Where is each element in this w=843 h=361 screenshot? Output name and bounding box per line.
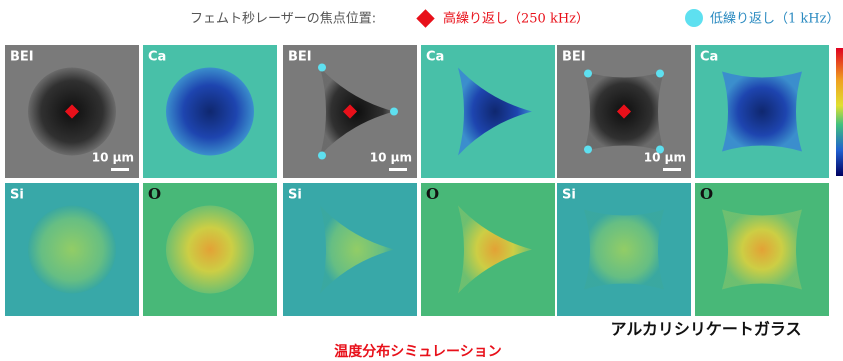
scale-bar bbox=[663, 168, 681, 171]
panel-label: O bbox=[426, 185, 439, 203]
scale-bar bbox=[111, 168, 129, 171]
panel-label: Ca bbox=[148, 50, 166, 65]
legend-marker-low bbox=[685, 9, 703, 27]
panel-label: O bbox=[700, 185, 713, 203]
panel-label: Si bbox=[10, 188, 24, 203]
scale-bar-label: 10 μm bbox=[92, 151, 134, 165]
scale-bar-label: 10 μm bbox=[370, 151, 412, 165]
focus-low bbox=[318, 152, 326, 160]
legend-marker-high bbox=[416, 9, 434, 27]
focus-low bbox=[656, 70, 664, 78]
focus-low bbox=[584, 146, 592, 154]
figure: フェムト秒レーザーの焦点位置: 高繰り返し（250 kHz） 低繰り返し（1 k… bbox=[0, 0, 843, 361]
panel-label: O bbox=[148, 185, 161, 203]
legend-low: 低繰り返し（1 kHz） bbox=[710, 12, 839, 27]
panel-label: Ca bbox=[700, 50, 718, 65]
map-feature bbox=[166, 206, 254, 294]
color-bar bbox=[836, 48, 843, 176]
map-feature bbox=[28, 206, 116, 294]
focus-low bbox=[318, 64, 326, 72]
map-feature bbox=[722, 210, 802, 290]
page: フェムト秒レーザーの焦点位置: 高繰り返し（250 kHz） 低繰り返し（1 k… bbox=[0, 0, 843, 361]
map-feature bbox=[722, 72, 802, 152]
panel-label: Ca bbox=[426, 50, 444, 65]
focus-low bbox=[584, 70, 592, 78]
material-caption: アルカリシリケートガラス bbox=[610, 320, 801, 339]
panel-label: BEI bbox=[562, 50, 586, 65]
simulation-caption: 温度分布シミュレーション bbox=[334, 343, 501, 360]
scale-bar-label: 10 μm bbox=[644, 151, 686, 165]
focus-low bbox=[390, 108, 398, 116]
panel-label: Si bbox=[288, 188, 302, 203]
scale-bar bbox=[389, 168, 407, 171]
legend-high: 高繰り返し（250 kHz） bbox=[443, 11, 589, 27]
legend-title: フェムト秒レーザーの焦点位置: bbox=[190, 12, 376, 27]
panel-label: BEI bbox=[288, 50, 312, 65]
panel-label: BEI bbox=[10, 50, 34, 65]
map-feature bbox=[584, 210, 664, 290]
map-feature bbox=[166, 68, 254, 156]
panel-label: Si bbox=[562, 188, 576, 203]
